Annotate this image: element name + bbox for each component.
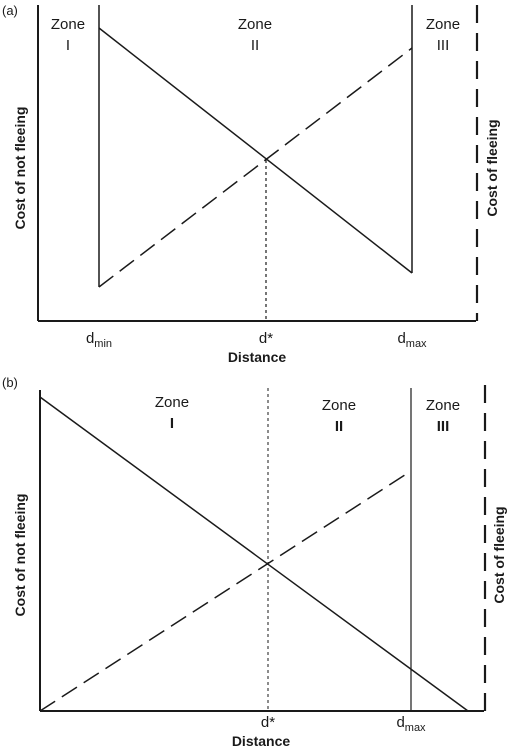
panel-a-tick-dmin: dmin xyxy=(86,330,112,350)
panel-a-tick-dstar: d* xyxy=(259,330,273,347)
panel-a-left-axis-label: Cost of not fleeing xyxy=(12,107,28,230)
panel-b-tick-dmax: dmax xyxy=(396,714,426,734)
panel-a-right-axis-label: Cost of fleeing xyxy=(484,119,500,216)
panel-b-left-axis-label: Cost of not fleeing xyxy=(12,494,28,617)
panel-a-cost-not-fleeing-line xyxy=(98,27,413,274)
panel-b-right-axis-label: Cost of fleeing xyxy=(491,506,507,603)
panel-a-zone-1-numeral: I xyxy=(66,37,70,54)
panel-a-zone-2-word: Zone xyxy=(238,16,272,33)
panel-b-zone-3-word: Zone xyxy=(426,397,460,414)
panel-a-x-axis-label: Distance xyxy=(228,349,287,365)
panel-b-zone-2-word: Zone xyxy=(322,397,356,414)
panel-b-tick-dstar: d* xyxy=(261,714,275,731)
panel-b-cost-not-fleeing-line xyxy=(39,396,469,712)
panel-b-cost-fleeing-line xyxy=(39,470,412,712)
panel-b-zone-1-word: Zone xyxy=(155,394,189,411)
panel-a-zone-3-word: Zone xyxy=(426,16,460,33)
panel-b-zone-3-numeral: III xyxy=(437,418,450,435)
panel-a-zone-2-numeral: II xyxy=(251,37,259,54)
panel-a-zone-3-numeral: III xyxy=(437,37,450,54)
panel-b: (b) Zone I Zone II Zone III Cost of not … xyxy=(2,375,507,749)
panel-a-zone-1-word: Zone xyxy=(51,16,85,33)
panel-a-cost-fleeing-line xyxy=(98,47,413,288)
panel-a-tag: (a) xyxy=(2,3,18,18)
panel-a: (a) Zone I Zone II Zone III Cost of not … xyxy=(2,3,500,365)
panel-b-x-axis-label: Distance xyxy=(232,733,291,749)
panel-b-zone-1-numeral: I xyxy=(170,415,174,432)
panel-a-tick-dmax: dmax xyxy=(397,330,427,350)
panel-b-zone-2-numeral: II xyxy=(335,418,343,435)
panel-b-tag: (b) xyxy=(2,375,18,390)
